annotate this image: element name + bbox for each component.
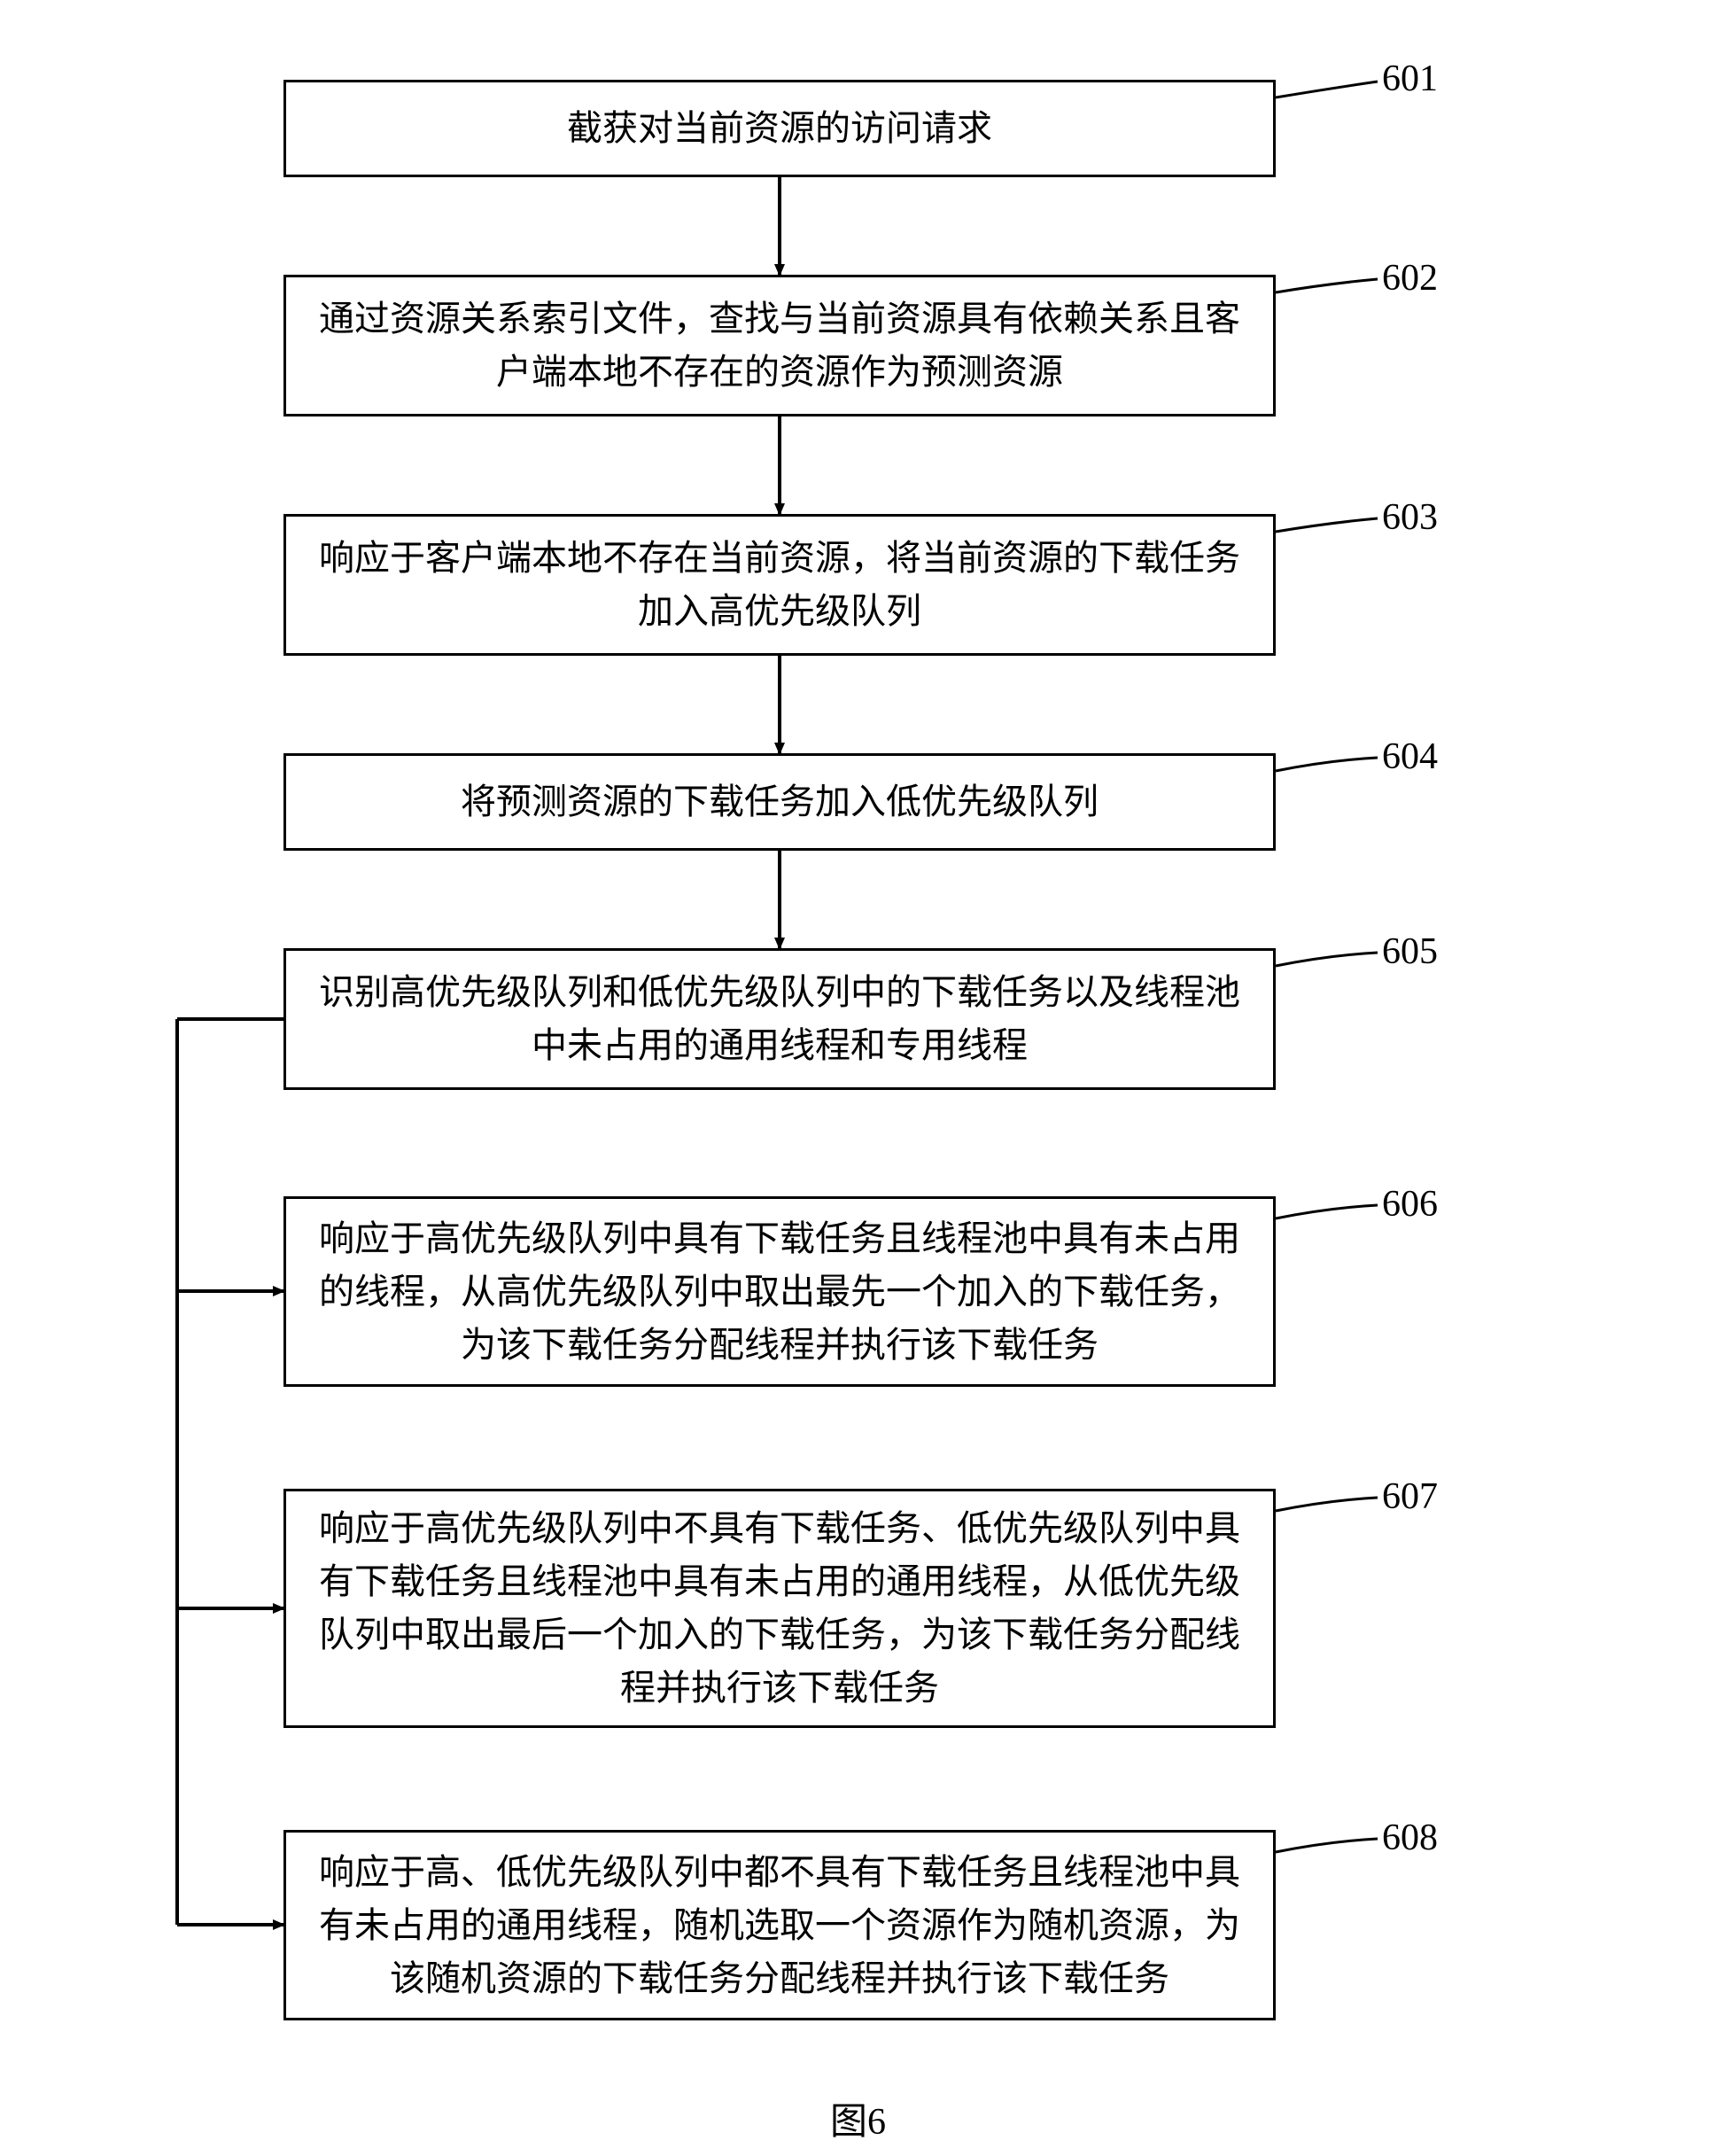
ref-label-606: 606 [1382,1183,1438,1226]
flow-node-607-text: 响应于高优先级队列中不具有下载任务、低优先级队列中具有下载任务且线程池中具有未占… [307,1502,1252,1715]
flow-node-606: 响应于高优先级队列中具有下载任务且线程池中具有未占用的线程，从高优先级队列中取出… [283,1196,1276,1387]
flow-node-601: 截获对当前资源的访问请求 [283,80,1276,177]
ref-label-605: 605 [1382,930,1438,973]
flow-node-608: 响应于高、低优先级队列中都不具有下载任务且线程池中具有未占用的通用线程，随机选取… [283,1830,1276,2020]
flow-node-608-text: 响应于高、低优先级队列中都不具有下载任务且线程池中具有未占用的通用线程，随机选取… [307,1846,1252,2005]
flow-node-606-text: 响应于高优先级队列中具有下载任务且线程池中具有未占用的线程，从高优先级队列中取出… [307,1212,1252,1372]
ref-label-603: 603 [1382,496,1438,539]
flow-node-603-text: 响应于客户端本地不存在当前资源，将当前资源的下载任务加入高优先级队列 [307,532,1252,638]
ref-label-602: 602 [1382,257,1438,300]
flow-node-605-text: 识别高优先级队列和低优先级队列中的下载任务以及线程池中未占用的通用线程和专用线程 [307,966,1252,1072]
ref-label-608: 608 [1382,1817,1438,1859]
flow-node-602: 通过资源关系索引文件，查找与当前资源具有依赖关系且客户端本地不存在的资源作为预测… [283,275,1276,416]
flow-node-601-text: 截获对当前资源的访问请求 [307,102,1252,155]
ref-label-607: 607 [1382,1475,1438,1518]
flow-node-604: 将预测资源的下载任务加入低优先级队列 [283,753,1276,851]
flow-node-607: 响应于高优先级队列中不具有下载任务、低优先级队列中具有下载任务且线程池中具有未占… [283,1489,1276,1728]
flow-node-602-text: 通过资源关系索引文件，查找与当前资源具有依赖关系且客户端本地不存在的资源作为预测… [307,292,1252,399]
figure-caption: 图6 [0,2091,1716,2145]
flow-node-603: 响应于客户端本地不存在当前资源，将当前资源的下载任务加入高优先级队列 [283,514,1276,656]
flowchart-canvas: 截获对当前资源的访问请求 601 通过资源关系索引文件，查找与当前资源具有依赖关… [0,0,1716,2156]
flow-node-605: 识别高优先级队列和低优先级队列中的下载任务以及线程池中未占用的通用线程和专用线程 [283,948,1276,1090]
ref-label-604: 604 [1382,736,1438,778]
ref-label-601: 601 [1382,58,1438,100]
flow-node-604-text: 将预测资源的下载任务加入低优先级队列 [307,775,1252,829]
